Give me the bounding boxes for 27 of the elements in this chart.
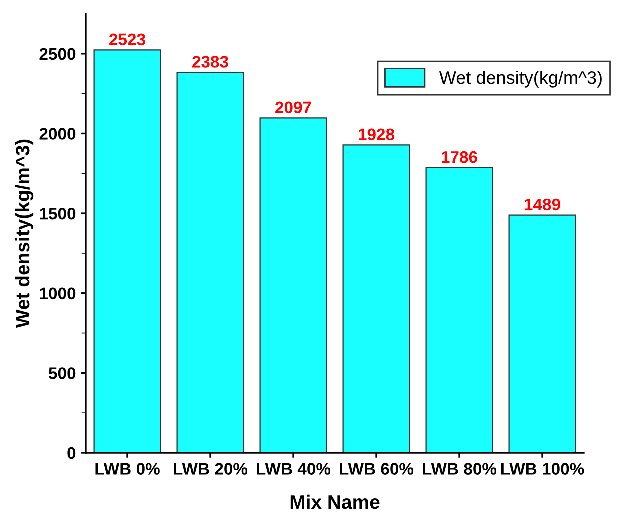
data-label: 2523	[110, 34, 146, 46]
x-tick-label: LWB 60%	[340, 463, 414, 475]
x-tick-label: LWB 100%	[501, 463, 584, 475]
data-label: 1928	[359, 128, 395, 141]
data-label: 1489	[525, 198, 560, 211]
bar	[176, 72, 244, 453]
x-tick-label: LWB 40%	[257, 463, 331, 475]
bar	[260, 118, 328, 453]
bar	[342, 144, 410, 453]
legend-label: Wet density(kg/m^3)	[439, 70, 602, 88]
y-tick-label: 500	[48, 368, 76, 380]
data-label: 2383	[192, 56, 228, 68]
x-tick-label: LWB 80%	[423, 463, 497, 475]
y-tick-label: 1000	[40, 288, 76, 300]
y-tick-label: 0	[68, 447, 76, 460]
x-tick-label: LWB 20%	[174, 463, 248, 475]
bar	[426, 167, 494, 453]
y-axis-title: Wet density(kg/m^3)	[15, 140, 34, 328]
data-label: 1786	[442, 151, 478, 164]
x-axis-title: Mix Name	[290, 494, 380, 510]
x-tick-label: LWB 0%	[96, 463, 160, 475]
y-tick-label: 1500	[40, 208, 76, 220]
bar	[94, 50, 162, 453]
y-tick-label: 2000	[40, 128, 76, 140]
data-label: 2097	[276, 102, 312, 114]
y-tick-label: 2500	[40, 48, 76, 60]
bar	[508, 214, 576, 453]
